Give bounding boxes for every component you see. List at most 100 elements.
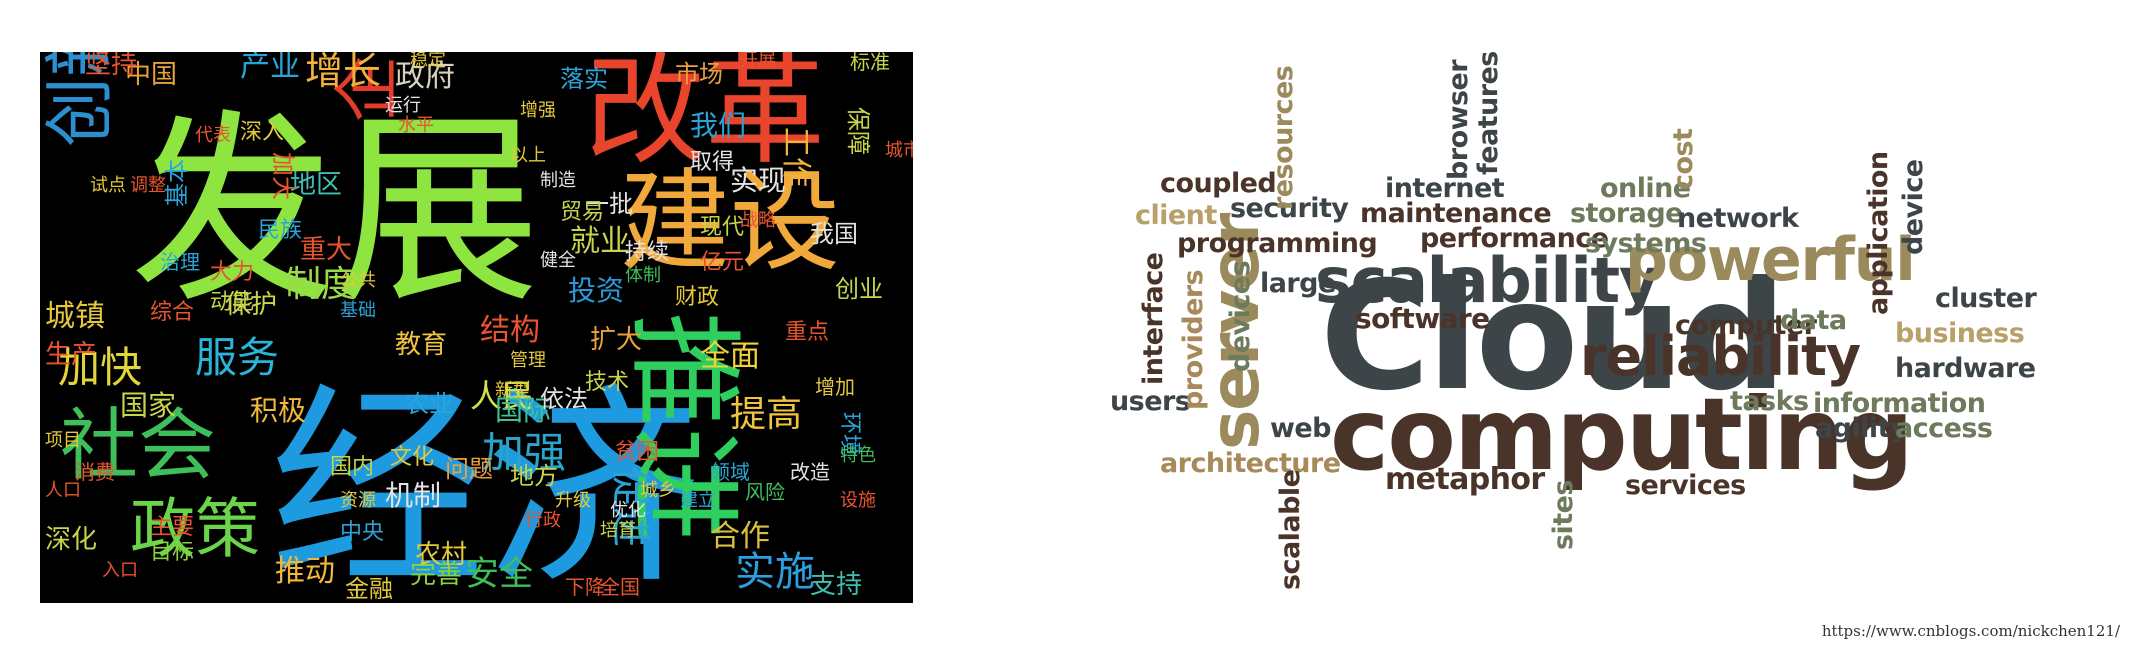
cn-word: 贫困: [615, 440, 660, 465]
cn-word: 持续: [625, 240, 670, 265]
cn-word: 资源: [340, 490, 376, 511]
cn-word: 发展: [130, 93, 540, 331]
en-word: services: [1625, 470, 1746, 501]
en-word: users: [1110, 386, 1191, 417]
cn-word: 战略: [740, 210, 776, 231]
cn-word: 城镇: [45, 299, 105, 334]
cn-word: 现代: [700, 215, 745, 240]
cn-word: 水平: [398, 115, 434, 136]
cn-word: 技术: [585, 370, 630, 395]
chinese-word-cloud: 发展 经济 改革 建设 推进 社会 创新 加快 服务 政策 企业 增长 政府 制度 结构 加强 人民 提高 全面 实施…: [40, 52, 913, 603]
en-word: internet: [1385, 173, 1505, 204]
en-word: storage: [1570, 198, 1683, 229]
en-word: architecture: [1160, 448, 1341, 479]
cn-word: 城乡: [640, 480, 676, 501]
en-word: sites: [1548, 480, 1579, 550]
en-word: coupled: [1160, 168, 1277, 199]
en-word: device: [1898, 159, 1929, 255]
cn-word: 我们: [690, 109, 747, 142]
cn-word: 积极: [250, 394, 307, 427]
cn-word: 保障: [844, 107, 872, 155]
cn-word: 培育: [600, 520, 636, 541]
cn-word: 动能: [210, 290, 255, 315]
en-word: agility: [1815, 413, 1908, 444]
en-word: metaphor: [1385, 462, 1545, 497]
en-word: providers: [1178, 269, 1209, 410]
cn-word: 基础: [340, 300, 376, 321]
en-word: access: [1895, 413, 1993, 444]
cn-word: 农村: [415, 540, 468, 570]
cn-word: 增强: [520, 100, 556, 121]
en-word: web: [1270, 413, 1332, 444]
cn-word: 调整: [130, 175, 166, 196]
en-word: devices: [1225, 260, 1256, 372]
cn-word: 城市: [885, 140, 913, 161]
cn-word: 政府: [395, 59, 455, 94]
cn-word: 社会: [60, 401, 217, 491]
cn-word: 设施: [840, 490, 876, 511]
cn-word: 坚持: [85, 52, 138, 80]
cn-word: 升级: [555, 490, 591, 511]
cn-word: 加强: [482, 428, 567, 477]
cn-word: 经济: [270, 364, 700, 603]
cn-word: 主要: [150, 515, 195, 540]
en-word: online: [1600, 173, 1691, 204]
cn-word: 合作: [710, 519, 770, 554]
cn-word: 一批: [585, 190, 633, 218]
cn-word: 全国: [600, 575, 640, 599]
en-word: reliability: [1580, 325, 1861, 388]
cn-word: 中央: [340, 520, 385, 545]
cn-word: 深入: [240, 120, 285, 145]
cn-word: 就业: [570, 224, 630, 259]
en-word: cost: [1668, 128, 1699, 190]
en-word: interface: [1138, 252, 1169, 385]
cn-word: 加大: [269, 152, 297, 200]
cn-word: 扩大: [590, 325, 643, 355]
cn-word: 稳定: [410, 52, 446, 71]
cn-word: 结构: [480, 313, 540, 348]
cn-word: 提高: [730, 394, 803, 435]
en-word: software: [1355, 302, 1490, 335]
en-word: resources: [1268, 65, 1299, 210]
cn-word: 公共: [340, 270, 376, 291]
cn-word: 重点: [785, 320, 830, 345]
en-word: features: [1473, 51, 1504, 175]
cn-word: 下降: [565, 575, 605, 599]
cn-word: 领域: [710, 460, 750, 484]
cn-word: 民族: [258, 218, 303, 243]
cn-word: 国内: [330, 455, 375, 480]
cn-word: 服务: [195, 333, 280, 382]
en-word: maintenance: [1360, 198, 1552, 229]
en-word: computing: [1330, 376, 1914, 493]
cn-word: 代表: [195, 125, 231, 146]
en-word: browser: [1443, 59, 1474, 180]
cn-word: 生产: [45, 340, 98, 370]
cn-word: 新型: [495, 380, 531, 401]
en-word: systems: [1585, 228, 1707, 259]
en-word: powerful: [1625, 225, 1916, 295]
cn-word: 增加: [815, 375, 855, 399]
cn-word: 加快: [58, 343, 143, 392]
cn-word: 投资: [568, 274, 625, 307]
cn-word: 落实: [560, 65, 608, 93]
cn-word: 安全: [465, 554, 533, 594]
en-word: information: [1813, 388, 1986, 419]
cn-word: 建立: [680, 490, 716, 511]
en-word: tasks: [1730, 386, 1809, 417]
en-word: application: [1863, 151, 1894, 315]
en-word: business: [1895, 318, 2025, 349]
cn-word: 制度: [285, 264, 358, 305]
cn-word: 取得: [690, 150, 735, 175]
cn-word: 贸易: [560, 200, 605, 225]
cn-word: 全面: [700, 339, 760, 374]
cn-word: 消费: [75, 460, 115, 484]
cn-word: 我国: [810, 220, 858, 248]
cn-word: 问题: [445, 455, 493, 483]
en-word: network: [1677, 203, 1799, 234]
cn-word: 工作: [778, 127, 813, 187]
en-word: data: [1780, 305, 1847, 336]
en-word: large: [1260, 268, 1336, 299]
en-word: scalability: [1315, 244, 1659, 317]
en-word: scalable: [1275, 469, 1306, 590]
cn-word: 保护: [225, 290, 278, 320]
